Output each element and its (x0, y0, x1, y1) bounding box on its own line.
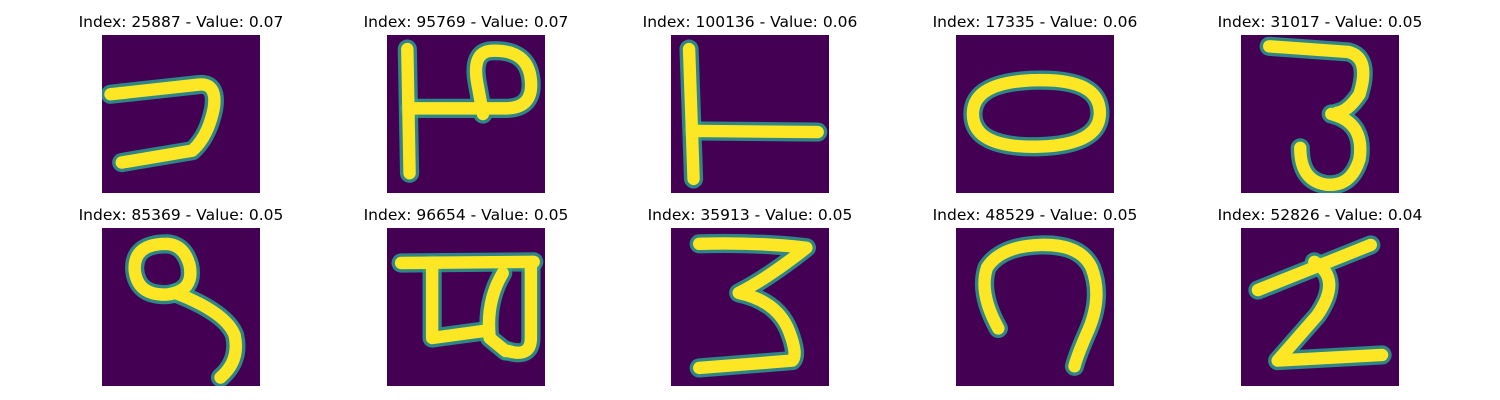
digit-image (1241, 35, 1399, 193)
stroke-core (169, 286, 243, 384)
image-background (1241, 35, 1399, 193)
stroke-core (394, 255, 540, 270)
panel-title: Index: 96654 - Value: 0.05 (363, 206, 569, 224)
panel-title: Index: 25887 - Value: 0.07 (78, 13, 284, 31)
stroke-core (966, 73, 1107, 153)
digit-image (387, 228, 545, 386)
digit-canvas (387, 35, 545, 193)
stroke-core (104, 78, 221, 169)
digit-canvas (671, 228, 829, 386)
panel-title: Index: 35913 - Value: 0.05 (647, 206, 853, 224)
stroke-core (1263, 40, 1370, 120)
digit-canvas (102, 228, 260, 386)
stroke-core (482, 266, 512, 358)
digit-image (671, 228, 829, 386)
stroke-core (693, 237, 813, 375)
stroke-core (128, 237, 197, 301)
panel-title: Index: 100136 - Value: 0.06 (642, 13, 858, 31)
panel-title: Index: 85369 - Value: 0.05 (78, 206, 284, 224)
panel-title: Index: 48529 - Value: 0.05 (932, 206, 1138, 224)
digit-canvas (1241, 35, 1399, 193)
stroke-core (425, 258, 492, 345)
stroke-core (1271, 255, 1389, 367)
digit-canvas (956, 228, 1114, 386)
digit-image (102, 228, 260, 386)
digit-canvas (1241, 228, 1399, 386)
stroke-core (502, 261, 538, 359)
digit-image (956, 35, 1114, 193)
digit-image (1241, 228, 1399, 386)
stroke-core (687, 124, 824, 139)
digit-image (671, 35, 829, 193)
panel-title: Index: 52826 - Value: 0.04 (1217, 206, 1423, 224)
digit-canvas (102, 35, 260, 193)
digit-image (387, 35, 545, 193)
digit-image (956, 228, 1114, 386)
image-background (387, 228, 545, 386)
stroke-core (978, 238, 1103, 373)
stroke-core (1294, 107, 1367, 191)
digit-canvas (387, 228, 545, 386)
panel-title: Index: 95769 - Value: 0.07 (363, 13, 569, 31)
panel-title: Index: 17335 - Value: 0.06 (932, 13, 1138, 31)
stroke-core (682, 42, 700, 186)
panel-title: Index: 31017 - Value: 0.05 (1217, 13, 1423, 31)
stroke-core (403, 44, 538, 121)
digit-image (102, 35, 260, 193)
digit-canvas (671, 35, 829, 193)
digit-canvas (956, 35, 1114, 193)
